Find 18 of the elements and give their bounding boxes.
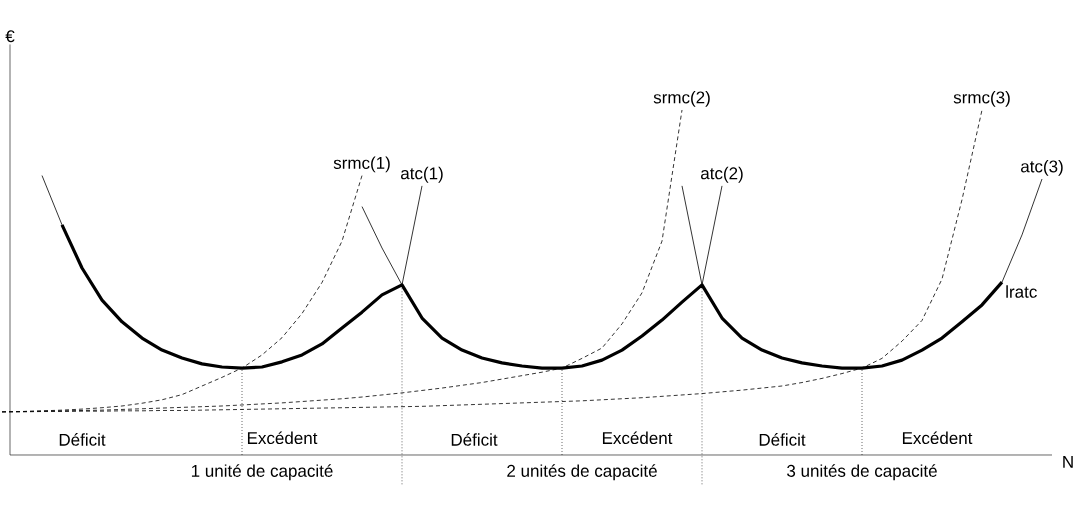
annotation: Excédent bbox=[247, 431, 318, 445]
annotation: Excédent bbox=[602, 431, 673, 445]
annotation: Déficit bbox=[759, 433, 806, 446]
text: 2 unités de capacité bbox=[507, 464, 657, 481]
y-axis-title: € bbox=[5, 30, 15, 43]
series-label: srmc(3) bbox=[953, 90, 1010, 107]
text: 1 unité de capacité bbox=[191, 464, 333, 481]
series-label: srmc(2) bbox=[653, 90, 710, 107]
text: 3 unités de capacité bbox=[787, 464, 937, 481]
series-label: atc(3) bbox=[1021, 159, 1063, 176]
series-label: lratc bbox=[1006, 285, 1037, 298]
annotation: Déficit bbox=[59, 433, 106, 446]
annotation: Déficit bbox=[451, 433, 498, 446]
series-label: atc(1) bbox=[401, 166, 443, 183]
series-label: atc(2) bbox=[701, 166, 743, 183]
annotation: Excédent bbox=[902, 431, 973, 445]
x-axis-title: N bbox=[1063, 456, 1073, 468]
series-label: srmc(1) bbox=[333, 156, 390, 173]
